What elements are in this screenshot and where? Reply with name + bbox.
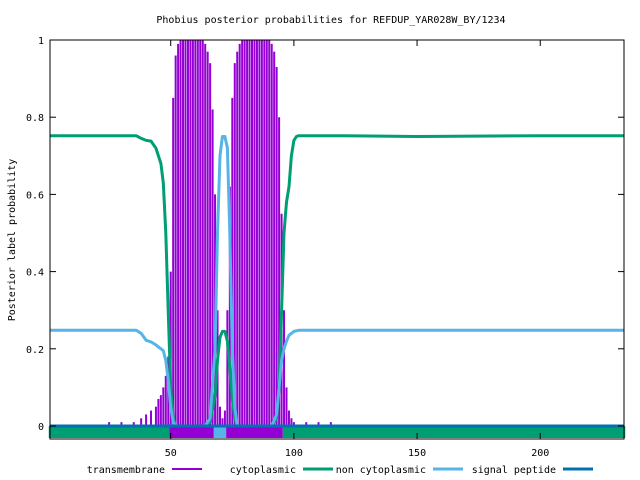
series-line-non-cytoplasmic (50, 135, 624, 428)
y-tick-label: 0.2 (26, 345, 44, 356)
legend-label-transmembrane: transmembrane (87, 465, 165, 476)
y-tick-label: 0.4 (26, 268, 44, 279)
series-line-cytoplasmic (50, 134, 624, 428)
x-tick-label: 100 (285, 448, 303, 459)
x-tick-label: 200 (531, 448, 549, 459)
legend: transmembrane cytoplasmic non cytoplasmic s… (87, 465, 593, 476)
plot-area (48, 40, 626, 438)
y-tick-label: 0.6 (26, 190, 44, 201)
topology-segment-transmembrane (169, 426, 214, 438)
topology-segment-transmembrane (226, 426, 283, 438)
topology-segment-cytoplasmic (48, 426, 170, 438)
x-tick-label: 150 (408, 448, 426, 459)
y-tick-label: 1 (38, 36, 44, 47)
topology-segment-non-cytoplasmic (213, 426, 227, 438)
chart-title: Phobius posterior probabilities for REFD… (156, 15, 505, 26)
x-tick-label: 50 (165, 448, 177, 459)
legend-label-cytoplasmic: cytoplasmic (230, 465, 296, 476)
legend-label-non-cytoplasmic: non cytoplasmic (336, 465, 426, 476)
legend-label-signal-peptide: signal peptide (472, 465, 556, 476)
y-tick-label: 0.8 (26, 113, 44, 124)
y-axis-label: Posterior label probability (7, 159, 18, 322)
topology-segment-cytoplasmic (282, 426, 626, 438)
plot-border (49, 39, 625, 440)
y-tick-label: 0 (38, 422, 44, 433)
